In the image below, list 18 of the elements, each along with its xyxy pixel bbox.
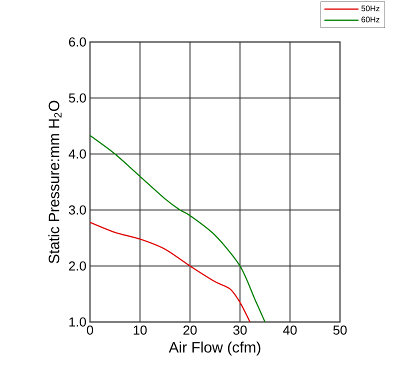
x-axis-title: Air Flow (cfm) — [168, 342, 260, 356]
x-tick-label: 0 — [86, 326, 94, 335]
line-series — [90, 222, 251, 322]
x-tick-label: 40 — [283, 326, 297, 335]
y-tick-label: 1.0 — [69, 317, 86, 327]
legend-label: 60Hz — [362, 16, 380, 22]
x-tick-label: 30 — [233, 326, 247, 335]
y-tick-label: 3.0 — [68, 205, 86, 215]
y-tick-label: 4.0 — [68, 149, 86, 159]
y-tick-label: 5.0 — [68, 93, 86, 103]
line-series — [90, 134, 266, 322]
y-tick-label: 6.0 — [69, 37, 86, 47]
x-tick-label: 10 — [134, 326, 147, 335]
x-tick-label: 20 — [183, 326, 197, 335]
legend-label: 50Hz — [361, 6, 380, 12]
y-tick-label: 2.0 — [69, 261, 86, 271]
x-tick-label: 50 — [333, 326, 347, 335]
y-axis-title: Static Pressure:mm H$_{2}$O — [48, 100, 62, 264]
